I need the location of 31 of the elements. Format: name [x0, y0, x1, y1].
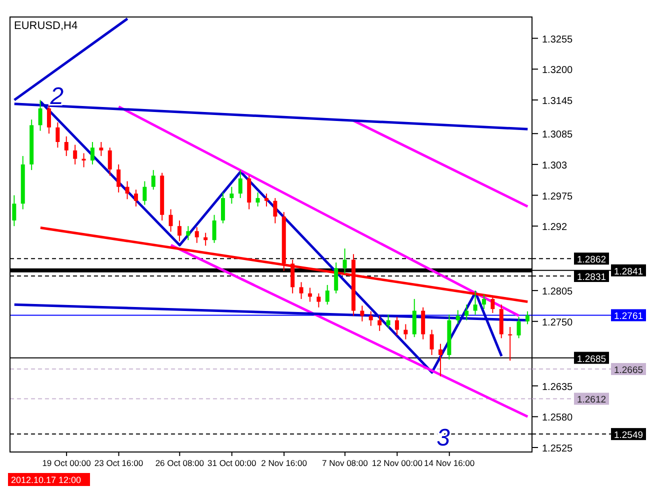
y-tick-label: 1.2525	[542, 444, 574, 455]
y-tick-label: 1.2975	[542, 191, 574, 202]
y-tick-label: 1.2750	[542, 317, 574, 328]
y-tick-label: 1.303	[542, 160, 568, 172]
y-tick-label: 1.3255	[542, 34, 574, 46]
chart-title: EURUSD,H4	[14, 20, 78, 32]
y-tick-label: 1.2580	[542, 412, 574, 424]
ref-line-label: 1.2841	[614, 266, 644, 278]
y-tick-label: 1.2635	[542, 382, 574, 393]
ref-line-label: 1.2761	[614, 311, 644, 322]
ref-line-label: 1.2549	[614, 430, 644, 442]
y-tick-label: 1.3200	[542, 65, 574, 76]
x-tick-label: 31 Oct 00:00	[208, 458, 256, 468]
x-tick-label: 12 Nov 00:00	[372, 458, 423, 468]
ref-line-label: 1.2685	[576, 354, 606, 365]
x-tick-label: 14 Nov 16:00	[424, 458, 475, 468]
x-tick-label: 26 Oct 08:00	[155, 458, 204, 468]
ref-line-label: 1.2831	[576, 272, 606, 283]
y-tick-label: 1.292	[542, 222, 568, 234]
y-tick-label: 1.3085	[542, 130, 574, 141]
ref-line-label: 1.2665	[614, 365, 644, 376]
x-tick-label: 7 Nov 08:00	[322, 458, 368, 468]
text: 2012.10.17 12:00	[11, 475, 82, 485]
annotation: 2	[49, 83, 64, 110]
ref-line-label: 1.2862	[576, 254, 606, 266]
x-tick-label: 2 Nov 16:00	[261, 458, 308, 468]
y-tick-label: 1.2805	[542, 286, 574, 298]
x-tick-label: 23 Oct 16:00	[94, 458, 144, 468]
y-tick-label: 1.3145	[542, 96, 574, 107]
x-tick-label: 19 Oct 00:00	[42, 458, 92, 468]
ref-line-label: 1.2612	[576, 394, 606, 406]
